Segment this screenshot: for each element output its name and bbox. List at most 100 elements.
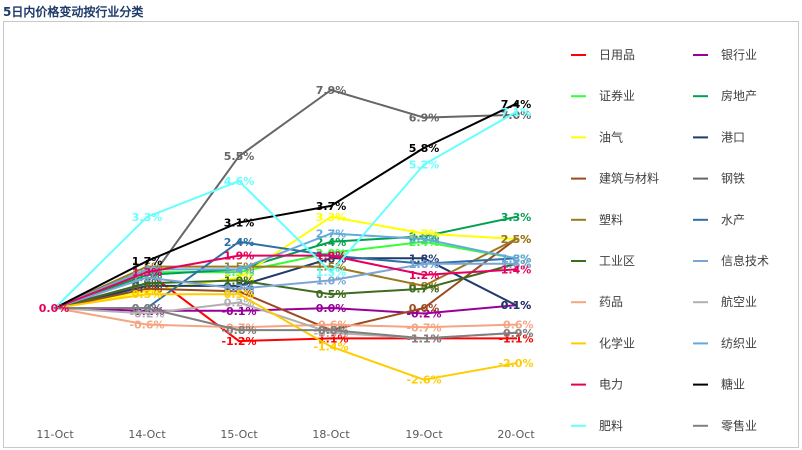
data-point bbox=[329, 337, 333, 340]
data-point bbox=[422, 284, 426, 288]
data-point bbox=[422, 337, 426, 340]
series-line bbox=[54, 238, 517, 332]
data-label: 1.2% bbox=[409, 269, 440, 282]
data-point bbox=[422, 232, 426, 235]
series-line bbox=[54, 262, 516, 309]
series-line bbox=[54, 293, 517, 381]
data-point bbox=[145, 323, 149, 326]
legend-label: 肥料 bbox=[599, 419, 623, 433]
data-label: -0.6% bbox=[129, 319, 164, 332]
series-line bbox=[54, 262, 517, 309]
data-point bbox=[329, 345, 333, 348]
data-point bbox=[329, 254, 333, 257]
legend-label: 水产 bbox=[721, 213, 745, 227]
legend-label: 银行业 bbox=[721, 48, 757, 62]
data-point bbox=[145, 268, 149, 271]
data-label: 1.7% bbox=[132, 255, 163, 268]
data-point bbox=[237, 301, 241, 304]
data-point bbox=[145, 282, 149, 285]
series-line bbox=[54, 307, 517, 329]
data-point bbox=[145, 293, 149, 296]
data-point bbox=[237, 279, 241, 282]
legend-label: 药品 bbox=[599, 295, 623, 309]
data-point bbox=[422, 116, 426, 119]
data-point bbox=[237, 326, 241, 329]
data-point bbox=[145, 284, 149, 288]
data-point bbox=[237, 268, 241, 271]
series-信息技术: 1.1%0.7%1.0%1.6% 1.6% bbox=[53, 258, 532, 310]
legend-item: 塑料 bbox=[571, 212, 623, 227]
series-电力: 1.3% 1.9% 1.9% 1.2% 1.4% bbox=[53, 250, 532, 310]
data-point bbox=[329, 331, 333, 334]
data-label: 0.2% bbox=[224, 297, 255, 310]
data-point bbox=[329, 204, 333, 208]
chart-title: 5日内价格变动按行业分类 bbox=[3, 5, 144, 19]
legend-label: 建筑与材料 bbox=[599, 171, 659, 186]
x-tick-label: 20-Oct bbox=[497, 428, 535, 441]
legend-item: 药品 bbox=[571, 295, 623, 309]
legend-label: 工业区 bbox=[599, 254, 635, 268]
data-label: 0.5% bbox=[132, 288, 163, 301]
legend-item: 水产 bbox=[693, 213, 745, 227]
data-point bbox=[514, 337, 518, 340]
legend-item: 零售业 bbox=[693, 418, 757, 433]
legend-label: 糖业 bbox=[721, 377, 745, 392]
data-point bbox=[145, 270, 149, 274]
data-point bbox=[514, 362, 518, 365]
data-label: 7.9% bbox=[316, 84, 347, 97]
legend-label: 信息技术 bbox=[721, 253, 769, 268]
plot-area: 11-Oct 14-Oct 15-Oct 18-Oct 19-Oct 20-Oct 1.3%… bbox=[36, 84, 535, 441]
data-label: 0.1% bbox=[501, 299, 532, 312]
data-label: 1.0% bbox=[316, 274, 347, 287]
data-point bbox=[237, 309, 241, 312]
data-label: 1.4% bbox=[501, 263, 532, 276]
data-label: 0.0% bbox=[409, 302, 440, 315]
data-point bbox=[237, 221, 241, 224]
data-point bbox=[422, 240, 426, 243]
chart-frame bbox=[3, 21, 799, 448]
data-label: -0.8% bbox=[221, 324, 256, 337]
legend-label: 证券业 bbox=[599, 88, 635, 103]
data-point bbox=[237, 293, 241, 296]
legend-item: 工业区 bbox=[571, 254, 635, 268]
data-label: -1.1% bbox=[406, 332, 441, 345]
x-tick-label: 15-Oct bbox=[220, 428, 258, 441]
data-point bbox=[422, 146, 426, 150]
legend-item: 信息技术 bbox=[693, 253, 769, 268]
data-label: 0.0% bbox=[316, 302, 347, 315]
series-line bbox=[54, 304, 517, 315]
data-label: -0.9% bbox=[498, 327, 533, 340]
data-label: 2.5% bbox=[501, 233, 532, 246]
series-药品: -0.6% -0.7% -0.6% -0.7% -0.6% bbox=[53, 306, 534, 334]
data-label: 2.7% bbox=[409, 228, 440, 241]
data-point bbox=[329, 240, 333, 243]
legend-label: 港口 bbox=[721, 130, 745, 144]
data-point bbox=[329, 257, 333, 260]
legend-label: 油气 bbox=[599, 129, 623, 144]
data-label: 2.4% bbox=[224, 236, 255, 249]
data-label: 4.6% bbox=[224, 175, 255, 188]
data-label: -0.6% bbox=[313, 319, 348, 332]
series-line bbox=[54, 257, 517, 309]
data-label: 1.8% bbox=[409, 252, 440, 265]
data-label: -2.6% bbox=[406, 374, 441, 387]
data-label: 1.6% bbox=[501, 258, 532, 271]
data-point bbox=[514, 110, 518, 114]
legend-item: 化学业 bbox=[571, 335, 635, 350]
legend-item: 肥料 bbox=[571, 419, 623, 433]
data-point bbox=[329, 270, 333, 274]
legend-item: 银行业 bbox=[693, 48, 757, 62]
data-point bbox=[514, 113, 518, 117]
data-label: 7.1% bbox=[501, 106, 532, 119]
data-label: 0.0% bbox=[132, 302, 163, 315]
data-point bbox=[514, 323, 518, 326]
legend-item: 纺织业 bbox=[693, 336, 757, 350]
data-point bbox=[329, 88, 333, 92]
data-label: -1.4% bbox=[313, 341, 348, 354]
data-point bbox=[145, 287, 149, 290]
data-point bbox=[329, 293, 333, 296]
data-point bbox=[237, 339, 241, 343]
legend-label: 房地产 bbox=[721, 88, 757, 103]
data-point bbox=[422, 326, 426, 329]
